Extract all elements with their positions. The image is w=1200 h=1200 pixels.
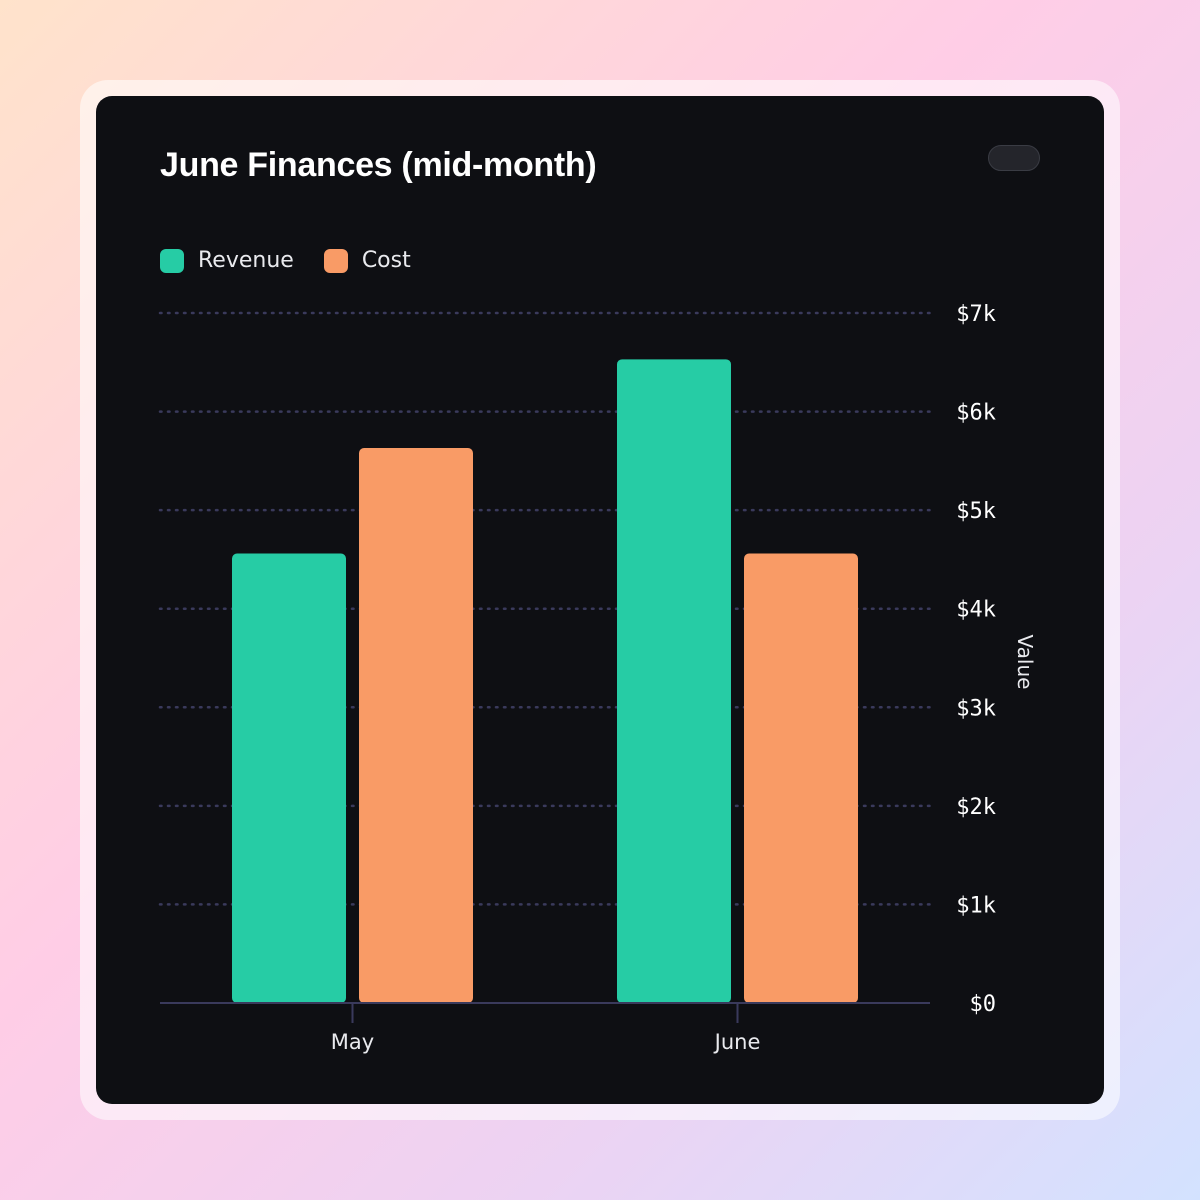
y-tick-label: $0 xyxy=(970,992,997,1017)
y-tick-label: $1k xyxy=(956,893,996,918)
y-tick-label: $2k xyxy=(956,795,996,820)
legend-label-revenue: Revenue xyxy=(198,248,294,273)
y-tick-label: $7k xyxy=(956,302,996,327)
x-tick-label-may: May xyxy=(331,1030,374,1054)
bar-chart: $0 $1k $2k $3k $4k $5k $6k $7k May June Value xyxy=(158,302,1037,1054)
legend-item-cost[interactable]: Cost xyxy=(323,248,411,273)
legend-swatch-cost xyxy=(323,248,348,273)
y-axis-title: Value xyxy=(1013,635,1037,690)
bar-revenue-june xyxy=(617,359,731,1003)
bar-cost-june xyxy=(744,553,858,1003)
toggle-pill-button[interactable] xyxy=(988,145,1040,171)
chart-card: June Finances (mid-month) Revenue Cost $… xyxy=(96,96,1104,1104)
y-tick-label: $5k xyxy=(956,499,996,524)
y-tick-label: $4k xyxy=(956,598,996,623)
y-tick-label: $3k xyxy=(956,696,996,721)
legend-item-revenue[interactable]: Revenue xyxy=(160,248,294,273)
legend-swatch-revenue xyxy=(160,248,184,273)
chart-title: June Finances (mid-month) xyxy=(160,146,597,184)
y-tick-label: $6k xyxy=(956,401,996,426)
legend-label-cost: Cost xyxy=(361,248,411,273)
bar-cost-may xyxy=(359,448,473,1003)
bar-revenue-may xyxy=(232,553,346,1003)
x-tick-label-june: June xyxy=(713,1030,761,1054)
chart-legend: Revenue Cost xyxy=(160,248,441,273)
